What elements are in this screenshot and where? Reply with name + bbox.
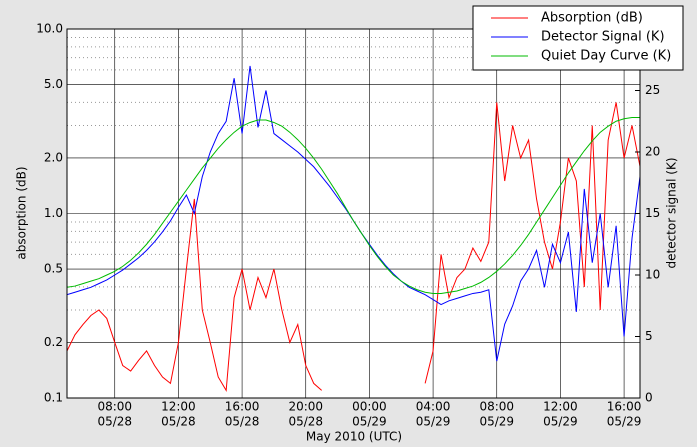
- x-tick-label: 20:00: [288, 400, 323, 414]
- x-tick-label: 04:00: [416, 400, 451, 414]
- x-tick-label: 05/28: [225, 415, 260, 429]
- y-tick-label: 0.2: [44, 335, 63, 349]
- x-tick-label: 00:00: [352, 400, 387, 414]
- x-tick-label: 05/28: [97, 415, 132, 429]
- y2-tick-label: 15: [645, 206, 660, 220]
- x-tick-label: 12:00: [161, 400, 196, 414]
- x-tick-label: 08:00: [97, 400, 132, 414]
- x-tick-label: 05/28: [288, 415, 323, 429]
- y-tick-label: 0.1: [44, 391, 63, 405]
- x-tick-label: 05/29: [416, 415, 451, 429]
- y2-tick-label: 25: [645, 83, 660, 97]
- y-tick-label: 0.5: [44, 262, 63, 276]
- legend-label: Detector Signal (K): [541, 30, 665, 45]
- x-tick-label: 05/29: [607, 415, 642, 429]
- x-tick-label: 05/28: [161, 415, 196, 429]
- y2-tick-label: 0: [645, 391, 653, 405]
- y2-axis-label: detector signal (K): [665, 157, 679, 268]
- legend-box: [472, 5, 684, 71]
- series-line: [67, 102, 640, 392]
- y-tick-label: 10.0: [36, 22, 63, 36]
- x-tick-label: 08:00: [479, 400, 514, 414]
- x-tick-label: 05/29: [479, 415, 514, 429]
- x-tick-label: 05/29: [352, 415, 387, 429]
- y2-tick-label: 5: [645, 329, 653, 343]
- x-tick-label: 16:00: [607, 400, 642, 414]
- legend-label: Quiet Day Curve (K): [541, 49, 671, 64]
- x-tick-label: 12:00: [543, 400, 578, 414]
- y2-tick-label: 20: [645, 145, 660, 159]
- y-axis-label: absorption (dB): [15, 166, 29, 259]
- x-tick-label: 16:00: [225, 400, 260, 414]
- x-axis-label: May 2010 (UTC): [306, 430, 402, 444]
- series-line: [67, 117, 640, 294]
- y2-tick-label: 10: [645, 268, 660, 282]
- legend-label: Absorption (dB): [541, 11, 643, 26]
- y-tick-label: 2.0: [44, 150, 63, 164]
- y-tick-label: 5.0: [44, 77, 63, 91]
- y-tick-label: 1.0: [44, 206, 63, 220]
- x-tick-label: 05/29: [543, 415, 578, 429]
